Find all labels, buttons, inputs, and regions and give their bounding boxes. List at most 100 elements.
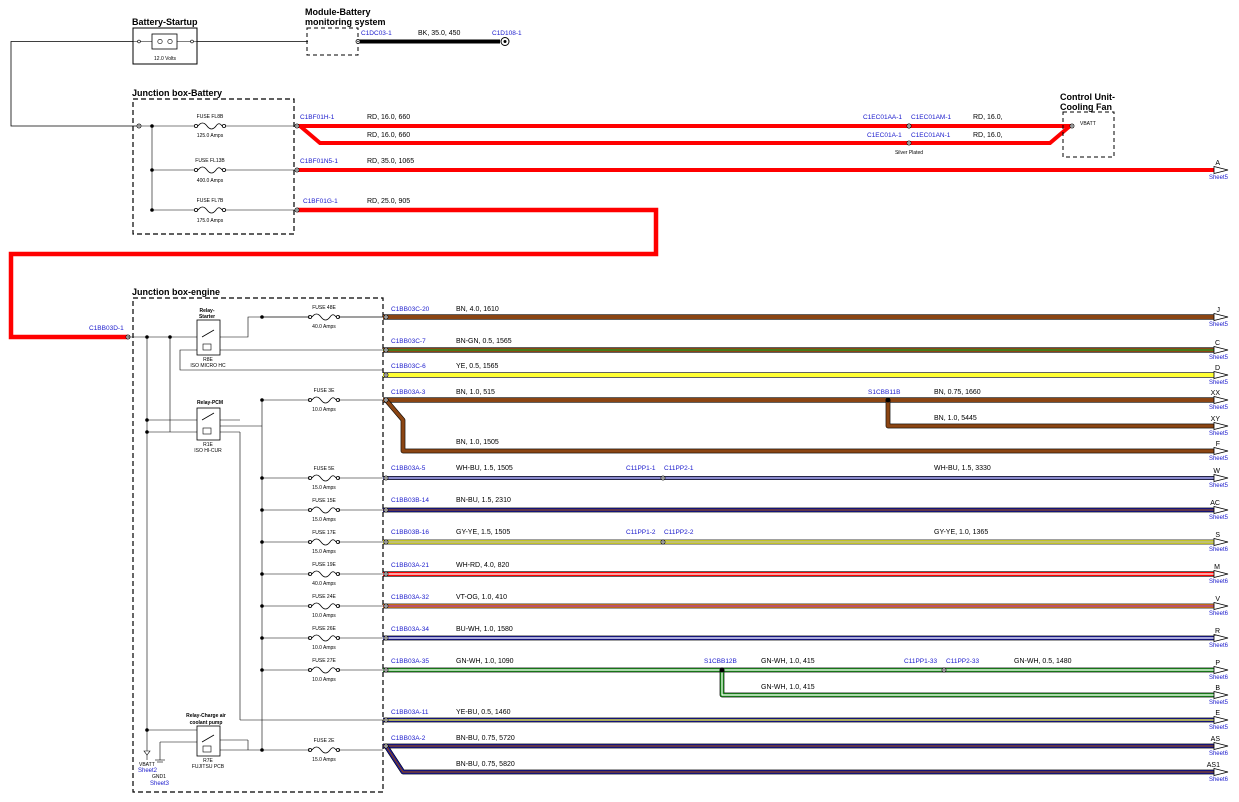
splice-s1cbb12b xyxy=(719,667,725,673)
offsheet-arrow-w xyxy=(1213,474,1229,482)
offsheet-label-e: E xyxy=(1215,710,1220,717)
fuse-fl8b-name: FUSE FL8B xyxy=(197,114,224,120)
label-c1dc03: C1DC03-1 xyxy=(361,30,392,37)
wire-xy xyxy=(886,400,1214,428)
wire-label-r: BU-WH, 1.0, 1580 xyxy=(456,626,513,633)
wire-label-as1: BN-BU, 0.75, 5820 xyxy=(456,761,515,768)
label-c1bb03b16: C1BB03B-16 xyxy=(391,529,429,536)
label-c1d108: C1D108-1 xyxy=(492,30,522,37)
fan-pin-vbatt: VBATT xyxy=(1080,121,1096,127)
cooling-fan-control-unit: Control Unit- Cooling Fan VBATT xyxy=(1060,92,1115,158)
fuse-f3e-rating: 10.0 Amps xyxy=(312,407,336,413)
label-c1ec01am: C1EC01AM-1 xyxy=(911,114,951,121)
offsheet-sheet-v: Sheet6 xyxy=(1209,611,1229,617)
wire-label-f: BN, 1.0, 1505 xyxy=(456,439,499,446)
jb-engine-title: Junction box-engine xyxy=(132,287,220,297)
label-c1bf01g: C1BF01G-1 xyxy=(303,198,338,205)
fuse-f24e-symbol xyxy=(307,602,341,610)
fuse-fl7b-rating: 175.0 Amps xyxy=(197,218,224,224)
wire-label-xx: BN, 0.75, 1660 xyxy=(934,389,981,396)
offsheet-sheet-as1: Sheet6 xyxy=(1209,777,1229,783)
jb-exit-pin xyxy=(383,314,389,320)
label-c1bb03b14: C1BB03B-14 xyxy=(391,497,429,504)
inline-connector-pin xyxy=(660,539,666,545)
engine-fuse-rows: FUSE 48E 40.0 Amps FUSE 3E 10.0 Amps FUSE 5E… xyxy=(260,305,383,763)
wire-label-rd2: RD, 16.0, 660 xyxy=(367,132,410,139)
battery-title: Battery-Startup xyxy=(132,17,198,27)
offsheet-arrow-v xyxy=(1213,602,1229,610)
offsheet-sheet-as: Sheet6 xyxy=(1209,751,1229,757)
wire-label-as: BN-BU, 0.75, 5720 xyxy=(456,735,515,742)
battery-feed-wire xyxy=(10,41,139,127)
offsheet-arrow-m xyxy=(1213,570,1229,578)
fuse-f19e-name: FUSE 19E xyxy=(312,562,336,568)
offsheet-sheet-d: Sheet5 xyxy=(1209,380,1229,386)
offsheet-arrow-s xyxy=(1213,538,1229,546)
fuse-fl8b-rating: 125.0 Amps xyxy=(197,133,224,139)
relay-pcm-title: Relay-PCM xyxy=(197,400,223,406)
wire-xy-outline xyxy=(885,400,1214,429)
fuse-f24e-name: FUSE 24E xyxy=(312,594,336,600)
inline-connector-pin xyxy=(906,123,912,129)
wire-label-rd4: RD, 25.0, 905 xyxy=(367,198,410,205)
offsheet-sheet-c: Sheet5 xyxy=(1209,355,1229,361)
fuse-f19e-symbol xyxy=(307,570,341,578)
label-c1bb03a3: C1BB03A-3 xyxy=(391,389,426,396)
wire-label-w2: WH-BU, 1.5, 3330 xyxy=(934,465,991,472)
jb-exit-pin xyxy=(383,397,389,403)
jb-exit-pin xyxy=(383,372,389,378)
offsheet-sheet-b: Sheet5 xyxy=(1209,700,1229,706)
wire-label-m: WH-RD, 4.0, 820 xyxy=(456,562,509,569)
offsheet-arrow-xx xyxy=(1213,396,1229,404)
wire-label-s1: GY-YE, 1.5, 1505 xyxy=(456,529,510,536)
offsheet-arrow-ac xyxy=(1213,506,1229,514)
fuse-fl13b-rating: 400.0 Amps xyxy=(197,178,224,184)
relay-starter: Relay- Starter R8E ISO MICRO HC xyxy=(190,308,226,369)
wire-label-w1: WH-BU, 1.5, 1505 xyxy=(456,465,513,472)
label-c1bf01h: C1BF01H-1 xyxy=(300,114,335,121)
fuse-f17e-name: FUSE 17E xyxy=(312,530,336,536)
wire-b-stripe xyxy=(721,670,1214,696)
bms-title-2: monitoring system xyxy=(305,17,386,27)
wire-label-d: YE, 0.5, 1565 xyxy=(456,363,499,370)
wire-label-j: BN, 4.0, 1610 xyxy=(456,306,499,313)
offsheet-label-j: J xyxy=(1217,307,1221,314)
relay-starter-title-2: Starter xyxy=(199,314,215,320)
offsheet-label-m: M xyxy=(1214,564,1220,571)
offsheet-arrow-a xyxy=(1213,166,1229,174)
fuse-f17e-junction xyxy=(260,540,264,544)
relay-cacp-title-1: Relay-Charge air xyxy=(186,713,226,719)
fuse-f2e-junction xyxy=(260,748,264,752)
jb-exit-pin xyxy=(383,539,389,545)
wire-f xyxy=(384,398,1214,453)
offsheet-sheet-p: Sheet6 xyxy=(1209,675,1229,681)
label-c1bb03d: C1BB03D-1 xyxy=(89,325,124,332)
label-c11pp2-1: C11PP2-1 xyxy=(664,465,694,472)
fuse-f5e-rating: 15.0 Amps xyxy=(312,485,336,491)
jb-exit-pin xyxy=(383,717,389,723)
relay-cacp-code: R7E xyxy=(203,758,213,764)
label-s1cbb12b: S1CBB12B xyxy=(704,658,737,665)
junction-box-engine: Junction box-engine VBATT Sheet2 GND1 Sh… xyxy=(128,287,384,793)
label-c1bb03a35: C1BB03A-35 xyxy=(391,658,429,665)
jb-battery-title: Junction box-Battery xyxy=(132,88,222,98)
label-c1bb03c6: C1BB03C-6 xyxy=(391,363,426,370)
fan-title-2: Cooling Fan xyxy=(1060,102,1112,112)
fuse-f2e-symbol xyxy=(307,746,341,754)
relay-charge-air-coolant-pump: Relay-Charge air coolant pump R7E FUJITS… xyxy=(186,713,226,770)
fuse-f48e-junction xyxy=(260,315,264,319)
offsheet-arrow-as xyxy=(1213,742,1229,750)
junction-box-battery: Junction box-Battery FUSE FL8B 125.0 Amp… xyxy=(132,88,297,235)
label-c11pp2-33: C11PP2-33 xyxy=(946,658,980,665)
wire-label-p1: GN-WH, 1.0, 1090 xyxy=(456,658,514,665)
offsheet-sheet-xy: Sheet5 xyxy=(1209,431,1229,437)
fuse-f27e-junction xyxy=(260,668,264,672)
label-c1bb03a5: C1BB03A-5 xyxy=(391,465,426,472)
fuse-f26e-symbol xyxy=(307,634,341,642)
wire-label-bk: BK, 35.0, 450 xyxy=(418,30,461,37)
offsheet-arrow-xy xyxy=(1213,422,1229,430)
label-c1bb03a21: C1BB03A-21 xyxy=(391,562,429,569)
offsheet-arrow-b xyxy=(1213,691,1229,699)
offsheet-label-b: B xyxy=(1215,685,1220,692)
